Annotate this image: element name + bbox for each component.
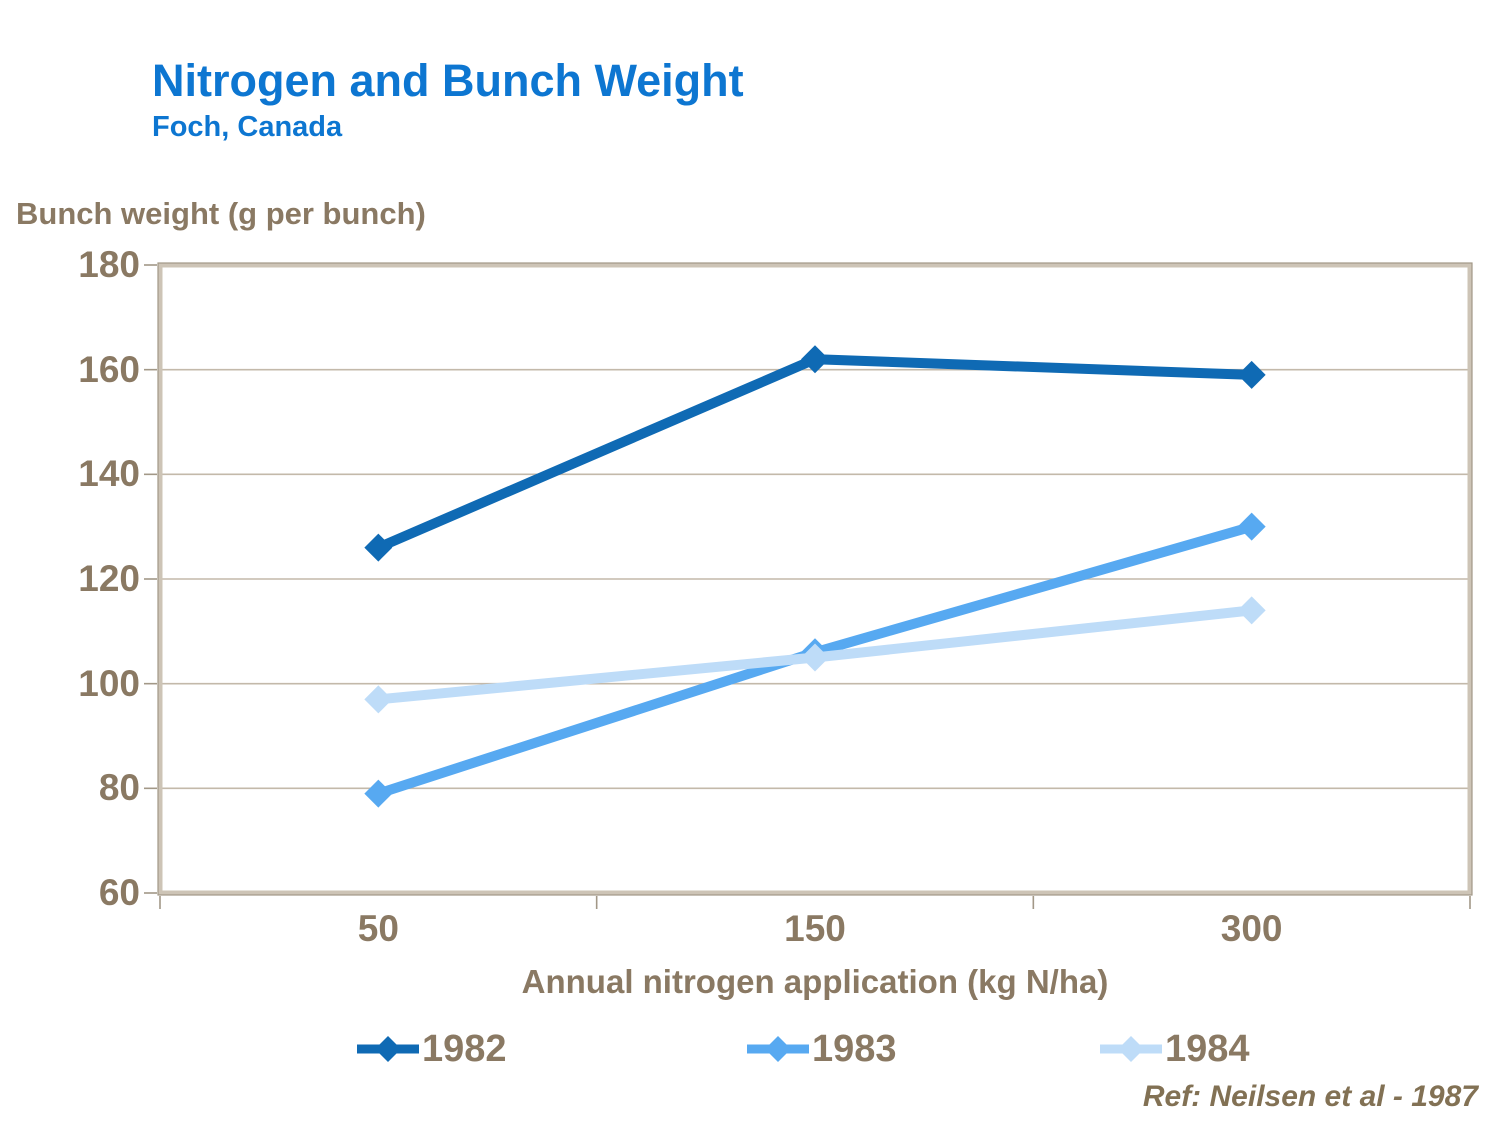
plot-frame [157, 262, 1473, 896]
x-axis-tick-label: 300 [1220, 908, 1283, 949]
y-axis-tick-label: 100 [78, 662, 140, 704]
legend-item-1982: 1982 [355, 1026, 507, 1072]
legend-label: 1984 [1165, 1028, 1250, 1070]
data-point-marker-1983 [801, 638, 829, 667]
series-line-1982 [376, 354, 1252, 553]
legend-item-1984: 1984 [1098, 1026, 1250, 1072]
data-point-marker-1982 [364, 533, 393, 562]
y-axis-tick-label: 60 [98, 872, 140, 913]
legend-item-1983: 1983 [745, 1026, 897, 1072]
data-point-marker-1983 [1237, 512, 1266, 541]
y-axis-title: Bunch weight (g per bunch) [16, 196, 426, 231]
data-point-marker-1984 [364, 685, 393, 714]
data-point-marker-1982 [1237, 360, 1266, 389]
data-point-marker-1984 [1237, 596, 1266, 625]
chart-subtitle: Foch, Canada [152, 111, 343, 143]
x-axis-tick-label: 50 [357, 908, 399, 949]
legend-label: 1983 [812, 1028, 897, 1070]
y-axis-tick-label: 80 [98, 767, 140, 809]
y-axis-tick-label: 160 [78, 348, 140, 390]
plot-frame-edge [157, 262, 1473, 896]
legend-line-diamond-icon [1100, 1036, 1162, 1062]
x-axis-tick-label: 150 [784, 908, 846, 949]
y-axis-tick-label: 180 [78, 244, 140, 285]
data-point-marker-1984 [801, 643, 829, 672]
data-point-marker-1983 [364, 779, 393, 808]
data-point-marker-1982 [801, 345, 829, 374]
chart-title: Nitrogen and Bunch Weight [152, 55, 744, 106]
series-line-1983 [376, 521, 1254, 799]
legend-line-diamond-icon [747, 1036, 809, 1062]
x-axis-title: Annual nitrogen application (kg N/ha) [521, 963, 1109, 1000]
y-axis-tick-label: 120 [78, 558, 140, 599]
reference-citation: Ref: Neilsen et al - 1987 [1142, 1080, 1478, 1113]
series-line-1984 [377, 605, 1253, 705]
y-axis-tick-label: 140 [78, 453, 140, 495]
legend-label: 1982 [422, 1028, 507, 1070]
legend-line-diamond-icon [357, 1036, 419, 1062]
